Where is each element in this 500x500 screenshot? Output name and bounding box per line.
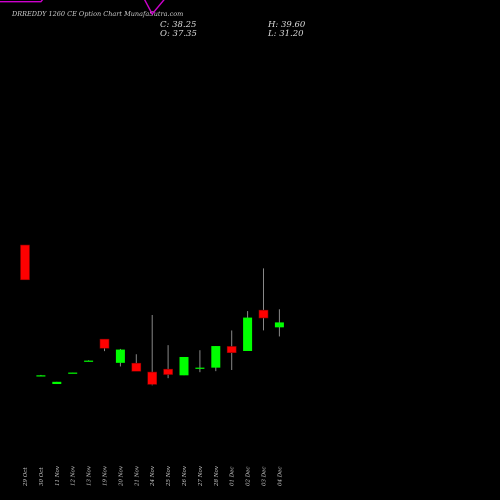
chart-title: DRREDDY 1260 CE Option Chart MunafaSutra… (12, 10, 184, 18)
candle-body-down (20, 244, 30, 281)
open-value: O: 37.35 (160, 29, 197, 39)
x-tick-label: 27 Nov (198, 465, 204, 487)
lower-line-series (0, 0, 165, 16)
candle-body-up (84, 360, 94, 362)
x-tick-label: 13 Nov (87, 465, 93, 486)
x-tick-label: 11 Nov (55, 465, 61, 486)
x-tick-label: 02 Dec (246, 467, 252, 487)
x-tick-label: 12 Nov (71, 465, 77, 486)
x-tick-label: 30 Oct (39, 467, 45, 486)
close-value: C: 38.25 (160, 20, 197, 30)
high-value: H: 39.60 (268, 20, 306, 30)
x-tick-label: 20 Nov (118, 465, 124, 487)
candle-body-up (115, 349, 125, 363)
candle-body-down (99, 338, 110, 349)
low-value: L: 31.20 (268, 29, 304, 39)
x-tick-label: 21 Nov (134, 465, 140, 487)
candle-body-up (211, 346, 221, 368)
x-tick-label: 03 Dec (262, 467, 268, 487)
candle-body-down (258, 309, 269, 319)
x-tick-label: 24 Nov (150, 465, 156, 487)
x-tick-label: 19 Nov (103, 465, 109, 486)
x-tick-label: 25 Nov (166, 465, 172, 487)
candle-body-up (195, 367, 205, 369)
x-tick-label: 26 Nov (182, 465, 188, 487)
candle-body-down (131, 362, 142, 372)
candle-body-up (68, 372, 78, 374)
x-tick-label: 28 Nov (214, 465, 220, 487)
candle-body-down (163, 368, 173, 375)
candle-body-down (147, 371, 157, 385)
x-tick-label: 01 Dec (230, 467, 236, 487)
candle-body-up (243, 317, 253, 351)
candle-body-up (52, 381, 62, 385)
x-tick-label: 29 Oct (23, 467, 29, 487)
candle-body-up (36, 375, 46, 377)
candle-body-up (179, 356, 189, 376)
x-tick-label: 04 Dec (277, 467, 283, 487)
candle-body-down (226, 346, 237, 353)
candle-body-up (274, 322, 284, 328)
